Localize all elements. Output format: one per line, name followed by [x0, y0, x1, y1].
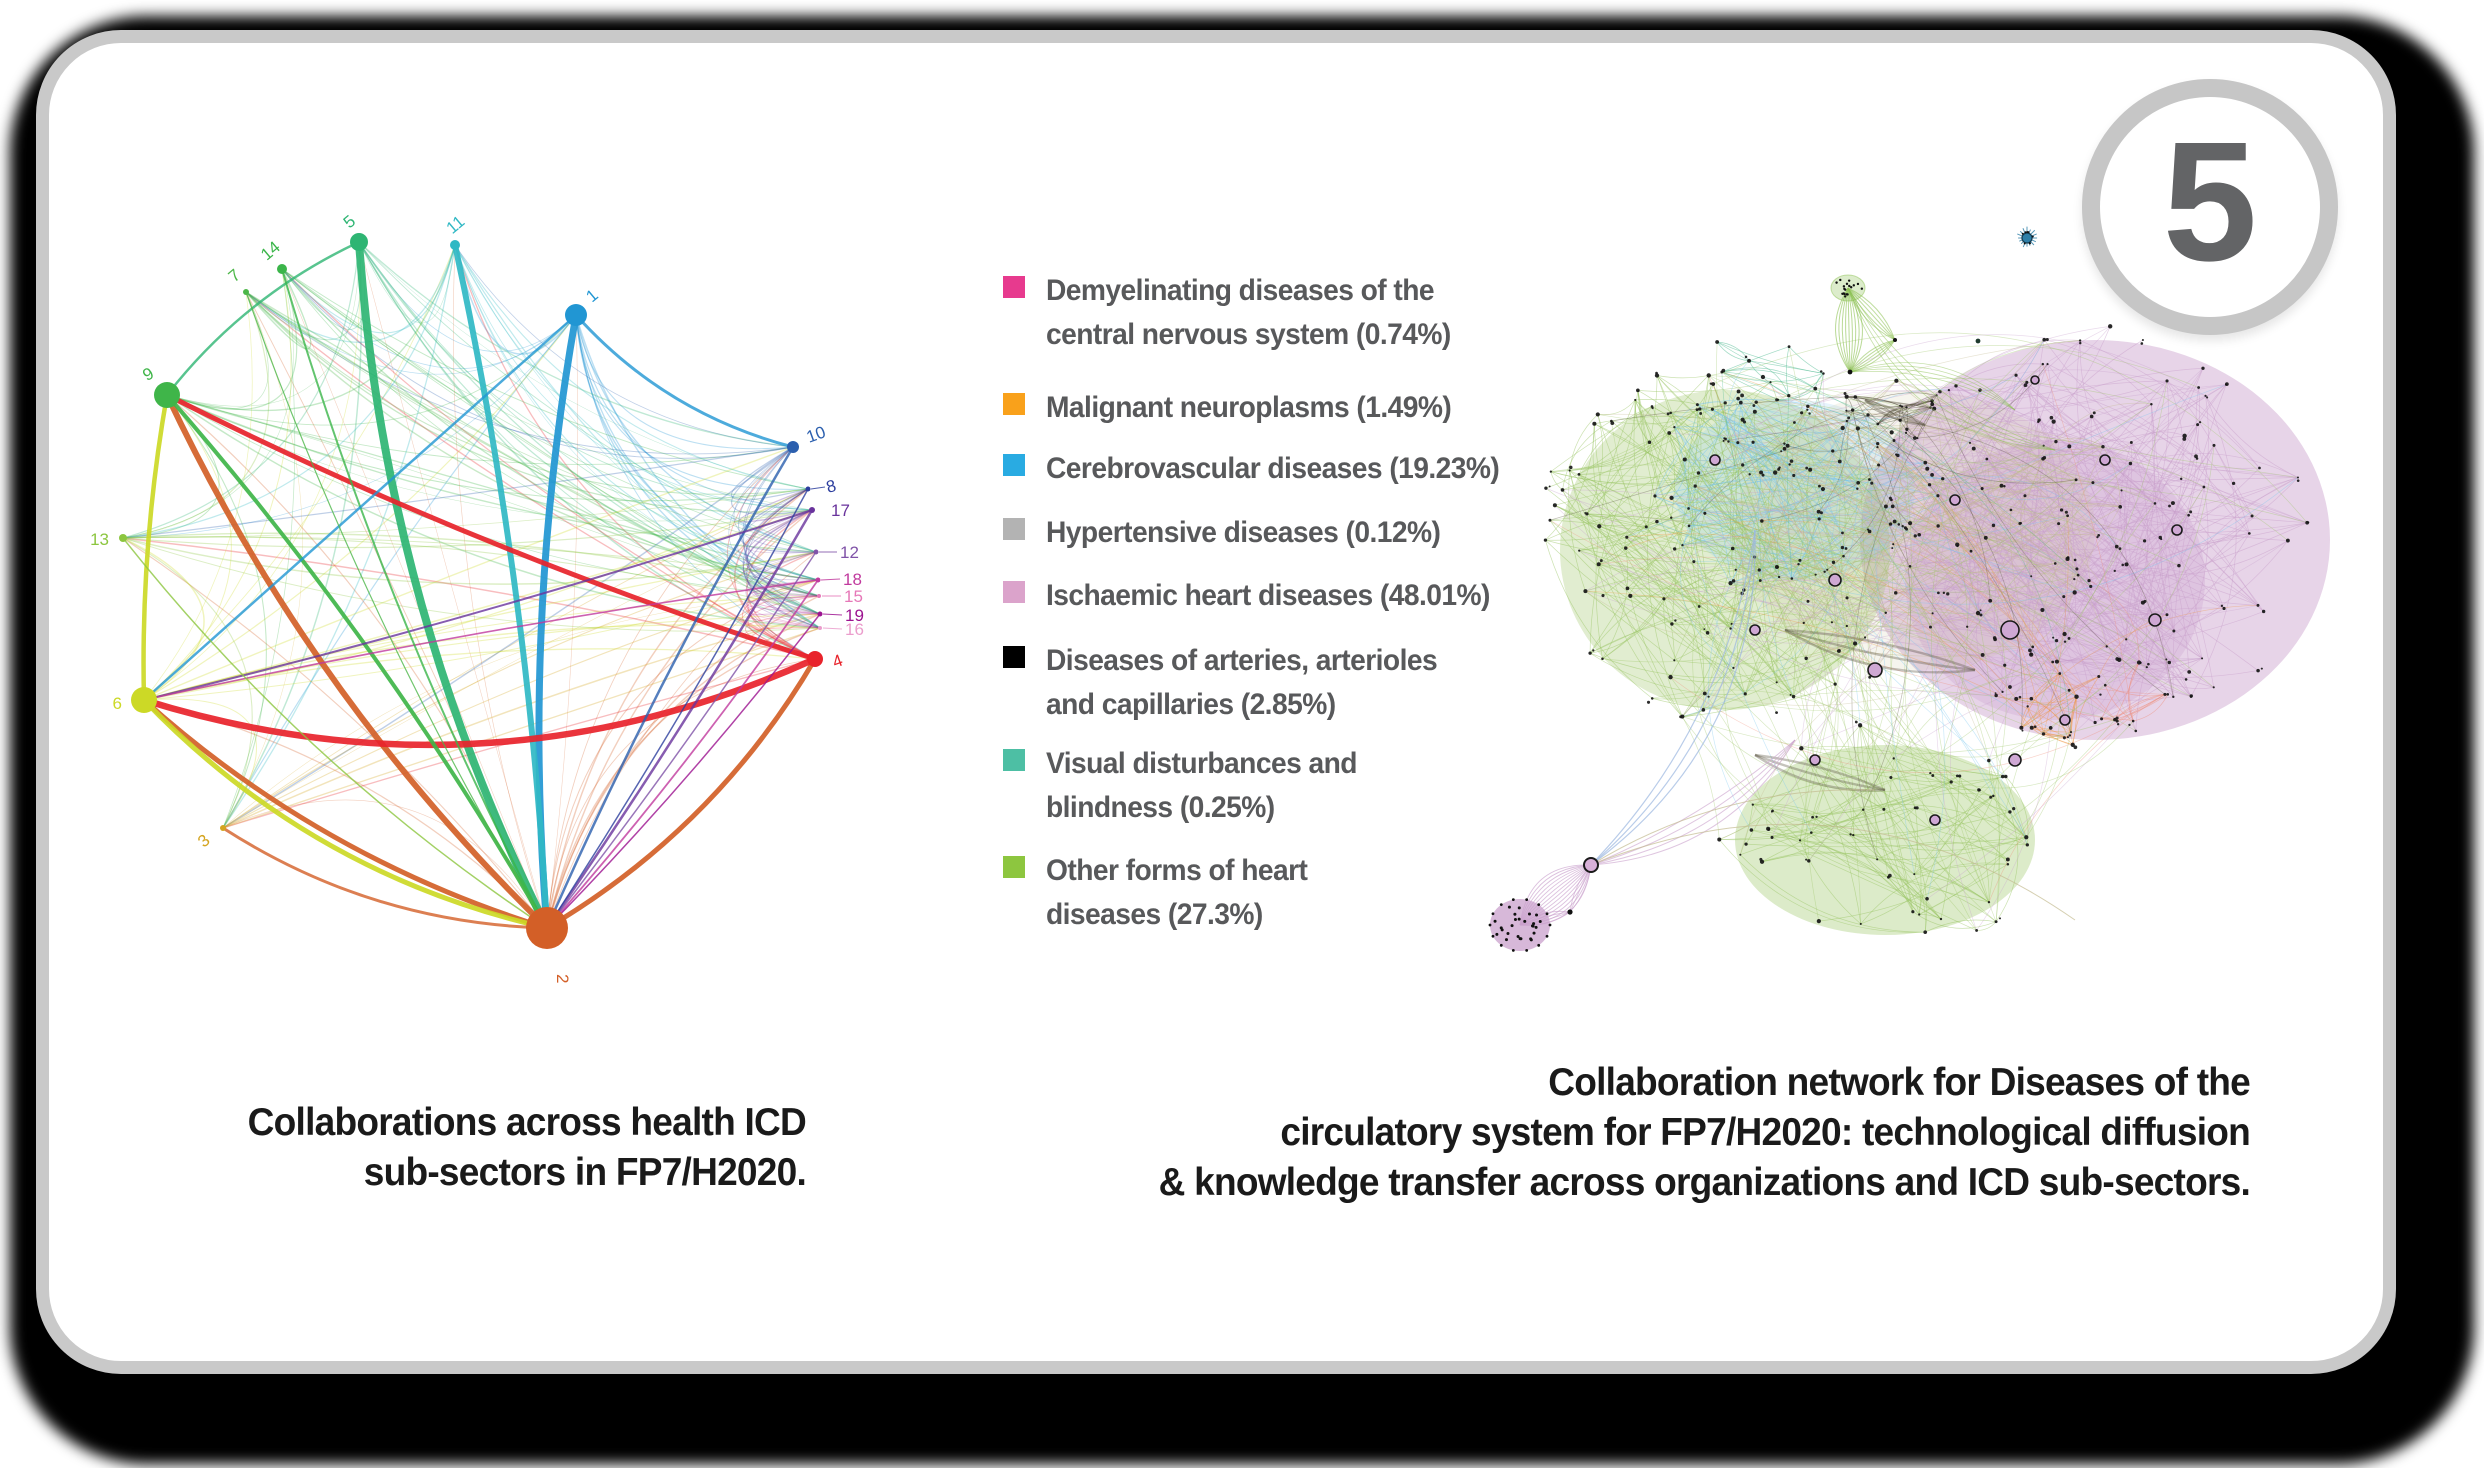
svg-text:15: 15: [844, 587, 863, 606]
legend-swatch-visual: [1003, 749, 1025, 771]
svg-text:5: 5: [340, 211, 359, 232]
caption-line: sub-sectors in FP7/H2020.: [363, 1151, 807, 1194]
figure-number: 5: [2162, 107, 2258, 297]
legend-label: Diseases of arteries, arterioles: [1046, 644, 1438, 677]
right-network-chart: [1488, 226, 2330, 952]
svg-text:4: 4: [830, 651, 845, 672]
legend-item-hypertensive: Hypertensive diseases (0.12%): [1003, 511, 1466, 555]
legend-swatch-demyelinating: [1003, 276, 1025, 298]
svg-text:16: 16: [845, 620, 864, 639]
svg-text:12: 12: [840, 543, 859, 562]
caption-line: & knowledge transfer across organization…: [1158, 1161, 2251, 1204]
legend-item-visual: Visual disturbances and blindness (0.25%): [1003, 742, 1377, 830]
legend-swatch-arteries: [1003, 646, 1025, 668]
svg-text:13: 13: [90, 530, 109, 549]
legend-label: and capillaries (2.85%): [1046, 688, 1336, 721]
svg-text:14: 14: [257, 237, 284, 264]
legend-item-ischaemic: Ischaemic heart diseases (48.01%): [1003, 574, 1518, 618]
svg-text:1: 1: [582, 285, 601, 306]
legend-label: Visual disturbances and: [1046, 747, 1357, 780]
legend-label: Malignant neuroplasms (1.49%): [1046, 391, 1452, 424]
legend-swatch-cerebrovascular: [1003, 454, 1025, 476]
figure-number-badge: 5: [2082, 79, 2338, 335]
svg-text:9: 9: [139, 364, 157, 385]
legend-label: Cerebrovascular diseases (19.23%): [1046, 452, 1500, 485]
svg-text:10: 10: [804, 422, 828, 446]
legend-swatch-hypertensive: [1003, 518, 1025, 540]
legend-swatch-malignant: [1003, 393, 1025, 415]
legend-item-demyelinating: Demyelinating diseases of the central ner…: [1003, 269, 1477, 357]
svg-text:19: 19: [845, 606, 864, 625]
svg-text:18: 18: [843, 570, 862, 589]
legend-label: central nervous system (0.74%): [1046, 318, 1451, 351]
caption-line: circulatory system for FP7/H2020: techno…: [1280, 1111, 2250, 1154]
svg-text:2: 2: [553, 974, 572, 983]
svg-text:17: 17: [831, 501, 850, 520]
legend-item-malignant: Malignant neuroplasms (1.49%): [1003, 386, 1477, 430]
caption-line: Collaboration network for Diseases of th…: [1548, 1061, 2250, 1104]
svg-text:8: 8: [824, 476, 838, 497]
right-caption: Collaboration network for Diseases of th…: [1144, 1058, 2251, 1208]
svg-text:6: 6: [113, 694, 122, 713]
legend-label: blindness (0.25%): [1046, 791, 1275, 824]
legend-swatch-other-heart: [1003, 856, 1025, 878]
caption-line: Collaborations across health ICD: [247, 1101, 807, 1144]
left-caption: Collaborations across health ICD sub-sec…: [202, 1098, 807, 1198]
svg-text:11: 11: [443, 212, 469, 238]
svg-text:3: 3: [194, 831, 213, 852]
legend-item-cerebrovascular: Cerebrovascular diseases (19.23%): [1003, 447, 1528, 491]
legend-label: Ischaemic heart diseases (48.01%): [1046, 579, 1490, 612]
legend-label: diseases (27.3%): [1046, 898, 1263, 931]
legend-label: Hypertensive diseases (0.12%): [1046, 516, 1441, 549]
svg-text:7: 7: [225, 265, 244, 286]
legend-label: Other forms of heart: [1046, 854, 1308, 887]
legend-label: Demyelinating diseases of the: [1046, 274, 1435, 307]
legend-item-arteries: Diseases of arteries, arterioles and capi…: [1003, 639, 1462, 727]
legend-swatch-ischaemic: [1003, 581, 1025, 603]
figure-card: [36, 30, 2396, 1374]
legend-item-other-heart: Other forms of heart diseases (27.3%): [1003, 849, 1324, 937]
